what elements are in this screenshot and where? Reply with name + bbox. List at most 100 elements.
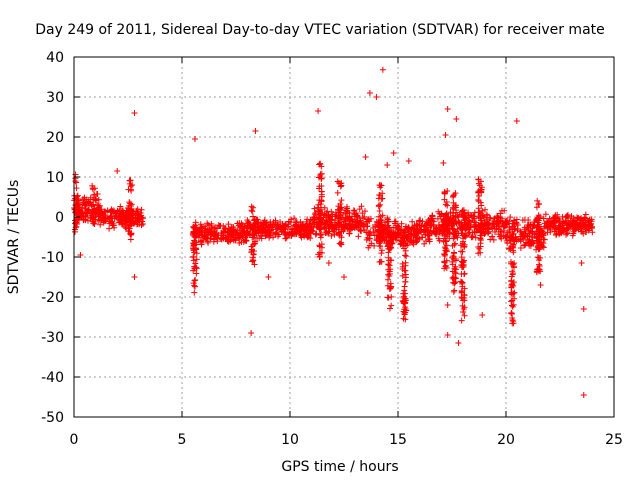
band-point	[110, 222, 117, 229]
streak-point	[384, 230, 391, 237]
streak-point	[458, 248, 465, 255]
band-point	[91, 221, 98, 228]
streak-point	[376, 229, 383, 236]
streak-point	[535, 230, 542, 237]
band-point	[503, 233, 510, 240]
band-point	[235, 222, 242, 229]
band-point	[349, 218, 356, 225]
band-point	[351, 223, 358, 230]
streak-point	[316, 197, 323, 204]
band-point	[469, 217, 476, 224]
outlier-point	[405, 158, 412, 164]
band-point	[487, 236, 494, 243]
band-point	[209, 228, 216, 235]
streak-point	[338, 239, 345, 246]
streak-point	[475, 250, 482, 257]
streak-point	[191, 283, 198, 290]
streak-point	[442, 201, 449, 208]
band-point	[301, 233, 308, 240]
band-point	[243, 229, 250, 236]
streak-point	[452, 213, 459, 220]
streak-point	[449, 222, 456, 229]
band-point	[398, 220, 405, 227]
streak-point	[508, 298, 515, 305]
streak-point	[91, 191, 98, 198]
band-point	[543, 218, 550, 225]
band-point	[553, 230, 560, 237]
streak-point	[192, 234, 199, 241]
streak-point	[317, 201, 324, 208]
streak-point	[451, 231, 458, 238]
outlier-point	[453, 116, 460, 122]
band-point	[282, 231, 289, 238]
plot-frame	[73, 56, 615, 418]
streak-point	[449, 261, 456, 268]
band-point	[261, 219, 268, 226]
streak-point	[509, 315, 516, 322]
streak-point	[460, 309, 467, 316]
streak-point	[451, 287, 458, 294]
band-point	[106, 225, 113, 232]
band-point	[429, 213, 436, 220]
streak-point	[386, 238, 393, 245]
outlier-point	[444, 332, 451, 338]
streak-point	[386, 262, 393, 269]
streak-point	[318, 188, 325, 195]
streak-point	[193, 256, 200, 263]
band-point	[560, 224, 567, 231]
streak-point	[385, 254, 392, 261]
streak-point	[72, 178, 79, 185]
streak-point	[443, 212, 450, 219]
streak-point	[335, 221, 342, 228]
streak-point	[191, 224, 198, 231]
band-point	[269, 220, 276, 227]
streak-point	[444, 233, 451, 240]
streak-point	[534, 244, 541, 251]
band-point	[346, 213, 353, 220]
streak-point	[402, 252, 409, 259]
band-point	[372, 223, 379, 230]
band-point	[288, 229, 295, 236]
band-point	[402, 225, 409, 232]
band-point	[495, 226, 502, 233]
streak-point	[507, 240, 514, 247]
band-point	[491, 228, 498, 235]
y-tick-label: 10	[46, 170, 64, 186]
band-point	[414, 235, 421, 242]
streak-point	[334, 189, 341, 196]
outlier-point	[248, 330, 255, 336]
streak-point	[400, 308, 407, 315]
band-point	[221, 225, 228, 232]
band-point	[524, 233, 531, 240]
band-point	[261, 227, 268, 234]
band-point	[197, 225, 204, 232]
streak-point	[475, 214, 482, 221]
band-point	[273, 226, 280, 233]
band-point	[97, 202, 104, 209]
band-point	[94, 190, 101, 197]
outlier-point	[390, 150, 397, 156]
streak-point	[126, 218, 133, 225]
band-point	[331, 225, 338, 232]
outlier-point	[325, 260, 332, 266]
band-point	[508, 223, 515, 230]
streak-point	[250, 232, 257, 239]
band-point	[197, 221, 204, 228]
band-point	[232, 236, 239, 243]
band-point	[580, 217, 587, 224]
band-point	[525, 224, 532, 231]
band-point	[357, 227, 364, 234]
streak-point	[442, 222, 449, 229]
streak-point	[248, 207, 255, 214]
band-point	[422, 222, 429, 229]
band-point	[277, 225, 284, 232]
band-point	[358, 203, 365, 210]
streak-point	[336, 231, 343, 238]
streak-point	[128, 187, 135, 194]
streak-point	[402, 247, 409, 254]
band-point	[570, 222, 577, 229]
streak-point	[376, 242, 383, 249]
streak-point	[89, 196, 96, 203]
band-point	[203, 235, 210, 242]
